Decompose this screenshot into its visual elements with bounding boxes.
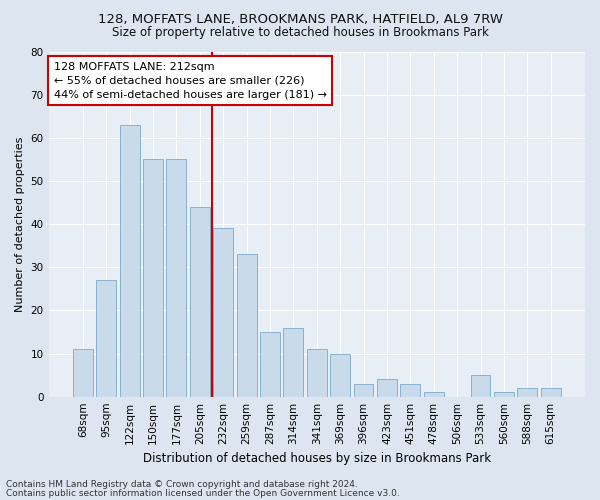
Bar bbox=[120, 125, 140, 396]
Bar bbox=[260, 332, 280, 396]
Bar bbox=[143, 160, 163, 396]
Bar bbox=[190, 207, 210, 396]
Bar bbox=[541, 388, 560, 396]
Bar bbox=[470, 375, 490, 396]
Text: 128, MOFFATS LANE, BROOKMANS PARK, HATFIELD, AL9 7RW: 128, MOFFATS LANE, BROOKMANS PARK, HATFI… bbox=[97, 12, 503, 26]
Bar bbox=[97, 280, 116, 396]
Text: Contains public sector information licensed under the Open Government Licence v3: Contains public sector information licen… bbox=[6, 488, 400, 498]
Text: 128 MOFFATS LANE: 212sqm
← 55% of detached houses are smaller (226)
44% of semi-: 128 MOFFATS LANE: 212sqm ← 55% of detach… bbox=[54, 62, 327, 100]
Bar bbox=[400, 384, 420, 396]
X-axis label: Distribution of detached houses by size in Brookmans Park: Distribution of detached houses by size … bbox=[143, 452, 491, 465]
Bar bbox=[377, 380, 397, 396]
Bar bbox=[353, 384, 373, 396]
Bar bbox=[166, 160, 187, 396]
Bar bbox=[517, 388, 537, 396]
Y-axis label: Number of detached properties: Number of detached properties bbox=[15, 136, 25, 312]
Bar bbox=[283, 328, 304, 396]
Bar bbox=[236, 254, 257, 396]
Bar bbox=[494, 392, 514, 396]
Bar bbox=[307, 349, 327, 397]
Bar bbox=[424, 392, 443, 396]
Bar bbox=[73, 349, 93, 397]
Text: Contains HM Land Registry data © Crown copyright and database right 2024.: Contains HM Land Registry data © Crown c… bbox=[6, 480, 358, 489]
Bar bbox=[330, 354, 350, 397]
Bar bbox=[213, 228, 233, 396]
Text: Size of property relative to detached houses in Brookmans Park: Size of property relative to detached ho… bbox=[112, 26, 488, 39]
